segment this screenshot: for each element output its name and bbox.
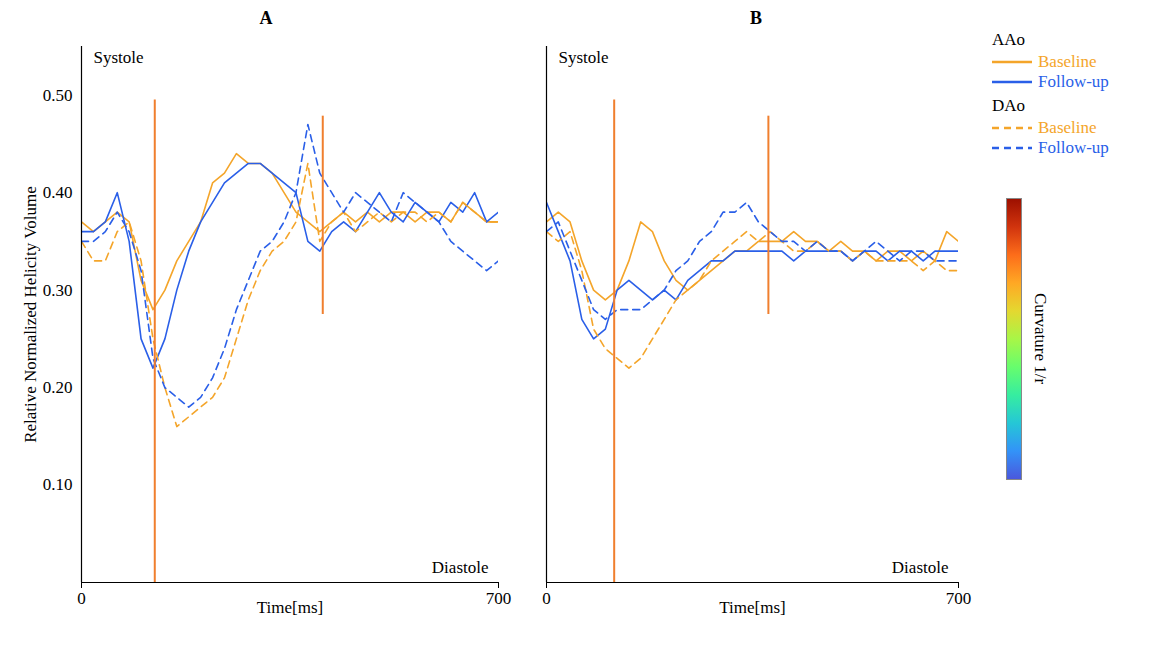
svg-text:Time[ms]: Time[ms] — [257, 598, 323, 617]
html-text:A: A — [259, 8, 273, 28]
svg-text:0.20: 0.20 — [43, 378, 73, 397]
svg-text:Diastole: Diastole — [892, 558, 949, 577]
svg-text:Systole: Systole — [559, 48, 609, 67]
svg-text:700: 700 — [946, 589, 972, 608]
html-text:Follow-up: Follow-up — [1038, 138, 1109, 157]
svg-text:Systole: Systole — [94, 48, 144, 67]
html-text:AAo: AAo — [992, 30, 1026, 49]
svg-text:Relative Normalized Helicity V: Relative Normalized Helicity Volume — [21, 186, 40, 443]
html-text:B: B — [750, 8, 762, 28]
html-text:Baseline: Baseline — [1038, 52, 1097, 71]
svg-text:0.40: 0.40 — [43, 183, 73, 202]
svg-text:Diastole: Diastole — [432, 558, 489, 577]
html-text:Baseline: Baseline — [1038, 118, 1097, 137]
svg-text:0: 0 — [77, 589, 86, 608]
svg-text:0.30: 0.30 — [43, 281, 73, 300]
html-text:DAo: DAo — [992, 96, 1026, 115]
svg-text:700: 700 — [486, 589, 512, 608]
svg-text:0.50: 0.50 — [43, 86, 73, 105]
html-text:Curvature 1/r: Curvature 1/r — [1031, 293, 1050, 385]
svg-text:0.10: 0.10 — [43, 475, 73, 494]
html-text:Follow-up: Follow-up — [1038, 72, 1109, 91]
svg-text:0: 0 — [542, 589, 551, 608]
svg-text:Time[ms]: Time[ms] — [719, 598, 785, 617]
